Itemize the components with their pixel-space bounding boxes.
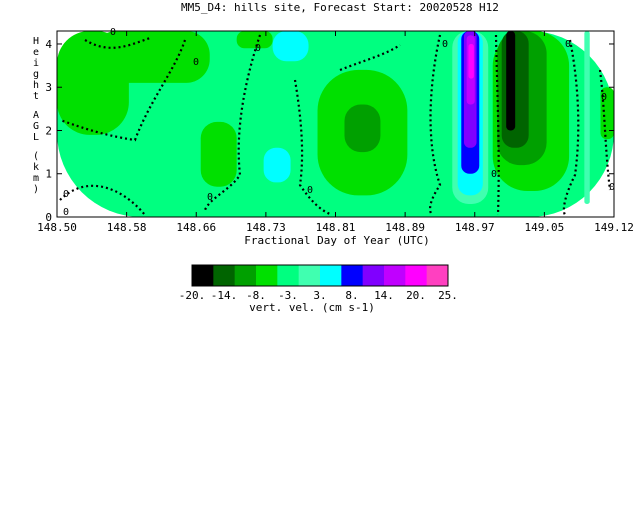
y-tick-label: 2 <box>45 124 52 137</box>
y-axis-label-char: m <box>33 173 39 184</box>
contour-region <box>263 147 291 183</box>
colorbar-swatch <box>426 265 449 286</box>
colorbar-swatch <box>277 265 300 286</box>
y-axis-label-char: ) <box>33 184 39 195</box>
y-axis-label-char: h <box>33 80 39 91</box>
contour-label: 0 <box>601 92 607 103</box>
colorbar-label: vert. vel. (cm s-1) <box>249 301 375 314</box>
zero-contour <box>59 184 146 216</box>
zero-contour <box>598 69 612 191</box>
contour-label: 0 <box>110 27 116 38</box>
y-axis-label-char: k <box>33 162 39 173</box>
contour-label: 0 <box>307 185 313 196</box>
chart-title: MM5_D4: hills site, Forecast Start: 2002… <box>181 1 499 14</box>
contour-region <box>200 121 237 187</box>
contour-label: 0 <box>63 189 69 200</box>
contour-region <box>236 31 273 49</box>
zero-contour <box>203 34 262 211</box>
zero-contour <box>562 39 580 216</box>
colorbar-swatch <box>192 265 214 286</box>
y-tick-label: 3 <box>45 81 52 94</box>
y-axis-label-char: i <box>33 58 39 69</box>
y-axis-label-char: L <box>33 132 39 143</box>
colorbar-frame <box>191 264 449 287</box>
x-tick-label: 148.66 <box>176 221 216 234</box>
x-axis-label: Fractional Day of Year (UTC) <box>244 234 429 247</box>
colorbar-tick-label: 20. <box>406 289 426 302</box>
contour-fill-regions <box>57 31 614 217</box>
y-tick-label: 0 <box>45 211 52 224</box>
colorbar: -20. -14. -8. -3. 3. 8. 14. 20. 25. <box>179 264 458 302</box>
colorbar-swatch <box>384 265 406 286</box>
x-tick-label: 148.89 <box>385 221 425 234</box>
zero-contour-lines <box>59 34 612 216</box>
y-axis-label-char: e <box>33 47 39 58</box>
zero-contour <box>84 36 151 49</box>
colorbar-tick-label: -20. <box>179 289 206 302</box>
zero-contour <box>494 34 500 216</box>
colorbar-swatch <box>405 265 428 286</box>
x-tick-label: 148.97 <box>455 221 495 234</box>
x-tick-label: 148.50 <box>37 221 77 234</box>
contour-region <box>272 31 309 62</box>
contour-region <box>506 31 516 131</box>
contour-label: 0 <box>442 39 448 50</box>
x-tick-label: 149.05 <box>525 221 565 234</box>
colorbar-tick-label: -14. <box>211 289 238 302</box>
y-axis-label-char: g <box>33 69 39 80</box>
y-axis-label-char: A <box>33 110 39 121</box>
contour-label: 0 <box>255 43 261 54</box>
y-axis-label-char: t <box>33 91 39 102</box>
zero-contour <box>59 39 187 142</box>
colorbar-swatch <box>213 265 236 286</box>
y-tick-label: 1 <box>45 168 52 181</box>
colorbar-tick-label: 8. <box>345 289 358 302</box>
x-tick-label: 148.58 <box>107 221 147 234</box>
colorbar-tick-label: 25. <box>438 289 458 302</box>
colorbar-tick-label: -8. <box>246 289 266 302</box>
y-tick-label: 4 <box>45 38 52 51</box>
colorbar-tick-label: 3. <box>313 289 326 302</box>
zero-contour <box>293 79 331 216</box>
colorbar-swatch <box>341 265 364 286</box>
contour-region <box>584 31 590 205</box>
contour-label: 0 <box>193 57 199 68</box>
y-axis-label-char: H <box>33 36 39 47</box>
colorbar-swatch <box>362 265 385 286</box>
zero-contour <box>429 34 442 216</box>
contour-region <box>344 104 381 153</box>
contour-label: 0 <box>63 207 69 218</box>
colorbar-swatch <box>298 265 321 286</box>
contour-region <box>92 31 210 83</box>
colorbar-swatch <box>256 265 278 286</box>
x-tick-label: 148.73 <box>246 221 286 234</box>
y-axis-label-char: ( <box>33 151 39 162</box>
y-axis-label-char: G <box>33 121 39 132</box>
zero-contour <box>339 44 401 72</box>
colorbar-swatch <box>320 265 342 286</box>
colorbar-tick-label: -3. <box>278 289 298 302</box>
contour-labels: 0 0 0 0 0 0 0 0 0 0 0 0 <box>63 27 615 218</box>
contour-label: 0 <box>609 182 615 193</box>
contour-label: 0 <box>491 169 497 180</box>
x-tick-label: 148.81 <box>316 221 356 234</box>
colorbar-tick-label: 14. <box>374 289 394 302</box>
contour-region <box>468 43 474 79</box>
colorbar-swatch <box>234 265 257 286</box>
x-tick-label: 149.12 <box>594 221 634 234</box>
contour-label: 0 <box>565 39 571 50</box>
contour-label: 0 <box>207 192 213 203</box>
x-axis: 148.50 148.58 148.66 148.73 148.81 148.89 148.… <box>37 31 634 234</box>
